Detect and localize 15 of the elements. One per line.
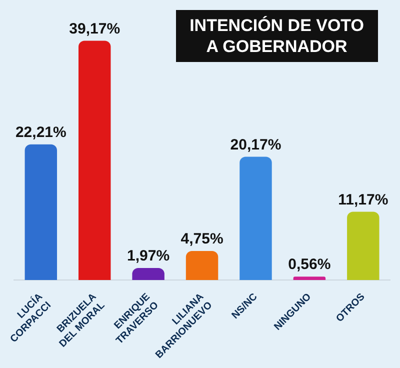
data-label: 11,17% (338, 191, 388, 208)
bar (186, 250, 218, 280)
data-label: 1,97% (127, 248, 170, 265)
data-label: 4,75% (180, 230, 224, 248)
bar (347, 212, 380, 280)
bar (293, 276, 326, 280)
data-label: 20,17% (230, 136, 282, 154)
data-label: 39,17% (69, 20, 120, 38)
bar (132, 268, 164, 280)
data-label: 0,56% (288, 256, 331, 274)
chart-title: INTENCIÓN DE VOTO A GOBERNADOR (176, 10, 378, 62)
bar (24, 144, 58, 280)
bar (78, 40, 111, 280)
bar (240, 156, 272, 280)
data-label: 22,21% (15, 124, 66, 141)
